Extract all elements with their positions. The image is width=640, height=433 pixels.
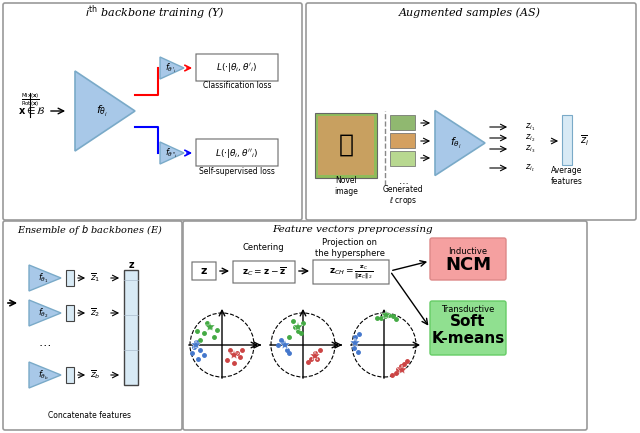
Text: Augmented samples (AS): Augmented samples (AS): [399, 8, 541, 18]
FancyBboxPatch shape: [66, 305, 74, 321]
Text: $z_{i_1}$: $z_{i_1}$: [525, 121, 535, 133]
FancyBboxPatch shape: [3, 3, 302, 220]
Text: $f_{\theta''_i}$: $f_{\theta''_i}$: [164, 146, 177, 160]
Polygon shape: [75, 71, 135, 151]
FancyBboxPatch shape: [66, 270, 74, 286]
FancyBboxPatch shape: [192, 262, 216, 280]
Text: $\frac{\mathrm{Mix}(\mathbf{x})}{\mathrm{Rot}(\mathbf{x})}$: $\frac{\mathrm{Mix}(\mathbf{x})}{\mathrm…: [20, 92, 40, 110]
Text: $\overline{z}_1$: $\overline{z}_1$: [90, 271, 100, 284]
FancyBboxPatch shape: [306, 3, 636, 220]
Text: 🐕: 🐕: [339, 133, 353, 157]
Text: $\mathbf{z}$: $\mathbf{z}$: [200, 265, 208, 277]
Text: $f_{\theta_i}$: $f_{\theta_i}$: [451, 136, 461, 151]
FancyBboxPatch shape: [430, 301, 506, 355]
FancyBboxPatch shape: [66, 367, 74, 383]
Text: $\ldots$: $\ldots$: [38, 336, 51, 349]
Text: $z_{i_2}$: $z_{i_2}$: [525, 132, 535, 144]
Text: $f_{\theta_i}$: $f_{\theta_i}$: [96, 103, 108, 119]
Text: $\mathbf{z}_{CH} = \frac{\mathbf{z}_C}{\|\mathbf{z}_C\|_2}$: $\mathbf{z}_{CH} = \frac{\mathbf{z}_C}{\…: [329, 263, 373, 281]
Text: Novel
image: Novel image: [334, 176, 358, 196]
FancyBboxPatch shape: [562, 115, 572, 165]
FancyBboxPatch shape: [124, 270, 138, 385]
Text: $\overline{z}_b$: $\overline{z}_b$: [90, 368, 100, 381]
Text: $\mathbf{z}$: $\mathbf{z}$: [129, 260, 136, 270]
Text: $L(\cdot|\theta_i, \theta'_i)$: $L(\cdot|\theta_i, \theta'_i)$: [216, 61, 258, 74]
FancyBboxPatch shape: [233, 261, 295, 283]
FancyBboxPatch shape: [390, 133, 415, 148]
Text: $\overline{z}_i$: $\overline{z}_i$: [580, 134, 589, 148]
Text: Inductive: Inductive: [449, 246, 488, 255]
Text: $\ldots$: $\ldots$: [397, 176, 408, 186]
Text: Concatenate features: Concatenate features: [49, 410, 131, 420]
FancyBboxPatch shape: [318, 116, 374, 175]
Text: Classification loss: Classification loss: [203, 81, 271, 90]
Text: $f_{\theta_1}$: $f_{\theta_1}$: [38, 271, 49, 285]
Text: Transductive: Transductive: [442, 306, 495, 314]
Text: Self-supervised loss: Self-supervised loss: [199, 167, 275, 175]
Text: Generated
$\ell$ crops: Generated $\ell$ crops: [383, 185, 423, 207]
Text: $\overline{z}_2$: $\overline{z}_2$: [90, 307, 100, 320]
Text: Soft
K-means: Soft K-means: [431, 314, 504, 346]
Polygon shape: [29, 265, 61, 291]
Polygon shape: [160, 142, 184, 164]
Text: $f_{\theta_b}$: $f_{\theta_b}$: [38, 368, 49, 382]
Text: $f_{\theta'_i}$: $f_{\theta'_i}$: [165, 61, 177, 75]
Text: $L(\cdot|\theta_i, \theta''_i)$: $L(\cdot|\theta_i, \theta''_i)$: [215, 146, 259, 159]
FancyBboxPatch shape: [390, 151, 415, 166]
FancyBboxPatch shape: [196, 139, 278, 166]
Text: Feature vectors preprocessing: Feature vectors preprocessing: [272, 226, 432, 235]
Polygon shape: [435, 110, 485, 175]
Text: $z_{i_\ell}$: $z_{i_\ell}$: [525, 162, 534, 174]
Text: Centering: Centering: [242, 243, 284, 252]
Text: NCM: NCM: [445, 256, 491, 274]
Text: $z_{i_3}$: $z_{i_3}$: [525, 143, 535, 155]
Polygon shape: [29, 300, 61, 326]
Text: $f_{\theta_2}$: $f_{\theta_2}$: [38, 306, 49, 320]
FancyBboxPatch shape: [313, 260, 389, 284]
Text: $i^{\mathrm{th}}$ backbone training (Y): $i^{\mathrm{th}}$ backbone training (Y): [85, 4, 225, 23]
Text: $\mathbf{x} \in \mathcal{B}$: $\mathbf{x} \in \mathcal{B}$: [18, 106, 45, 116]
FancyBboxPatch shape: [3, 221, 182, 430]
FancyBboxPatch shape: [183, 221, 587, 430]
FancyBboxPatch shape: [430, 238, 506, 280]
Text: $\mathbf{z}_C = \mathbf{z} - \overline{\mathbf{z}}$: $\mathbf{z}_C = \mathbf{z} - \overline{\…: [242, 265, 286, 278]
FancyBboxPatch shape: [196, 54, 278, 81]
Polygon shape: [160, 57, 184, 79]
FancyBboxPatch shape: [315, 113, 377, 178]
Polygon shape: [29, 362, 61, 388]
Text: Projection on
the hypersphere: Projection on the hypersphere: [315, 238, 385, 258]
Text: Average
features: Average features: [551, 166, 583, 186]
FancyBboxPatch shape: [390, 115, 415, 130]
Text: Ensemble of $b$ backbones (E): Ensemble of $b$ backbones (E): [17, 223, 163, 237]
